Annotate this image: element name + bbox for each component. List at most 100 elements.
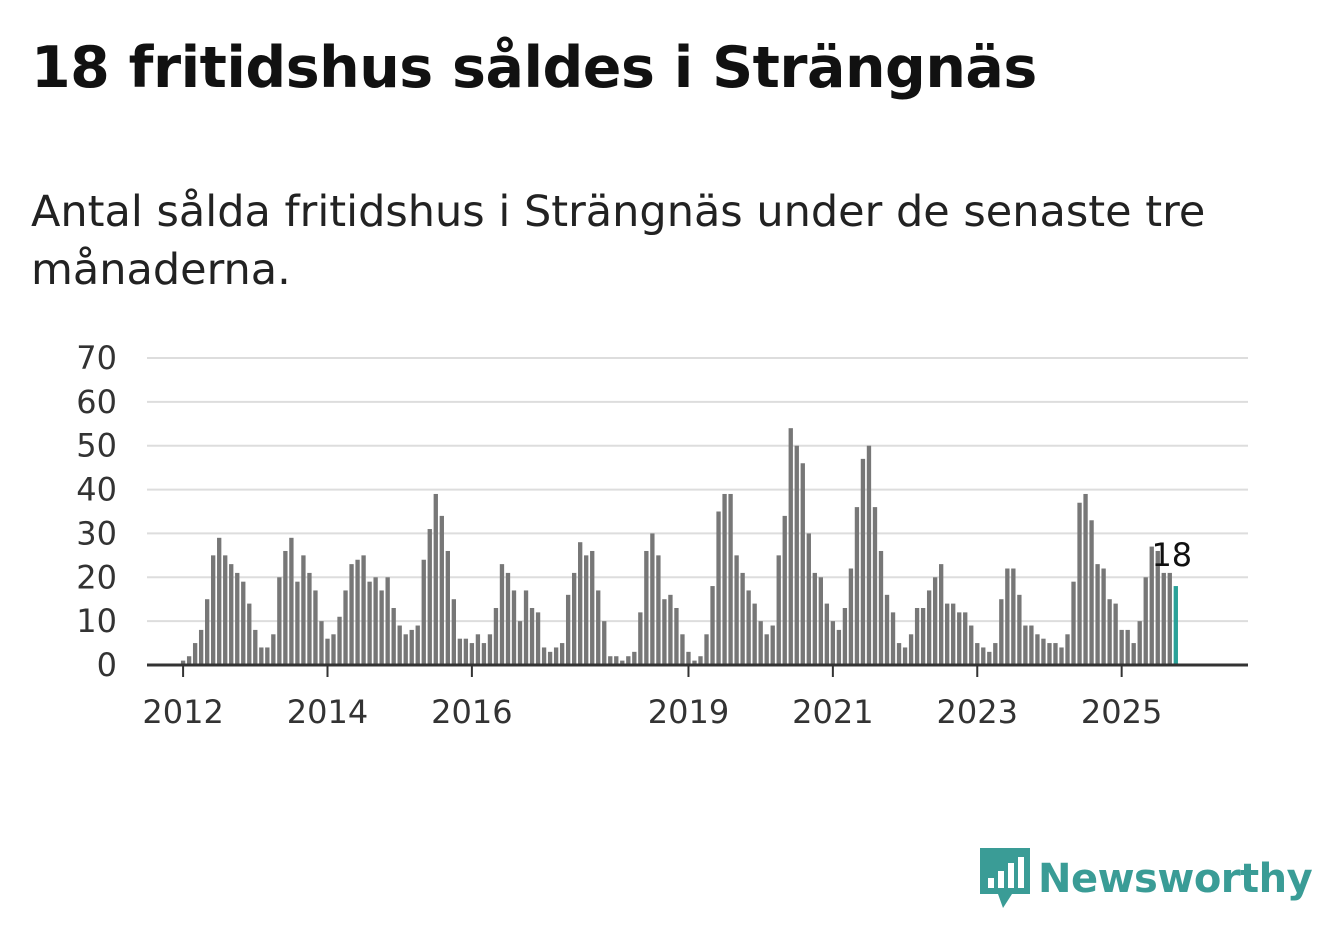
- bar: [614, 656, 619, 665]
- bar: [746, 590, 751, 665]
- bar: [722, 493, 727, 665]
- bar: [259, 647, 264, 665]
- bar: [590, 550, 595, 665]
- bar: [1011, 568, 1016, 665]
- bar: [192, 643, 198, 665]
- bar: [1047, 643, 1052, 665]
- bar: [638, 612, 643, 665]
- bar: [752, 603, 757, 665]
- bar: [650, 533, 655, 665]
- y-tick-label: 20: [76, 558, 117, 596]
- bar: [517, 621, 523, 665]
- bar: [1137, 621, 1142, 665]
- bar: [505, 572, 511, 665]
- bar: [788, 428, 793, 665]
- bar: [782, 515, 787, 665]
- bar: [818, 577, 823, 665]
- bar: [872, 507, 878, 665]
- y-tick-label: 50: [76, 427, 117, 465]
- bar: [969, 625, 974, 665]
- bar: [945, 603, 950, 665]
- bar: [578, 542, 583, 665]
- bar: [884, 594, 890, 665]
- bar: [674, 607, 679, 665]
- bar: [1077, 502, 1082, 665]
- bar: [1005, 568, 1010, 665]
- y-tick-label: 0: [97, 646, 117, 684]
- bar: [487, 634, 493, 665]
- bar: [451, 599, 456, 665]
- bar: [951, 603, 956, 665]
- bar: [385, 577, 390, 665]
- bar: [866, 445, 872, 665]
- bar: [692, 660, 697, 665]
- y-tick-label: 10: [76, 602, 117, 640]
- bar: [325, 638, 330, 665]
- bar: [764, 634, 769, 665]
- bar: [481, 643, 487, 665]
- bar: [211, 555, 216, 665]
- bar: [1161, 572, 1166, 665]
- bar: [932, 577, 938, 665]
- bar: [409, 629, 414, 665]
- bar: [301, 555, 306, 665]
- bar: [908, 634, 914, 665]
- x-tick-label: 2021: [792, 693, 873, 731]
- bar: [1131, 643, 1136, 665]
- bar: [1167, 572, 1172, 665]
- bar: [842, 607, 848, 665]
- bar: [289, 537, 294, 665]
- bar: [391, 607, 396, 665]
- x-tick-label: 2025: [1081, 693, 1162, 731]
- bar: [1035, 634, 1040, 665]
- bar: [457, 638, 463, 665]
- bar: [433, 493, 438, 665]
- bar: [523, 590, 529, 665]
- x-tick-label: 2019: [648, 693, 729, 731]
- highlight-bar: [1173, 586, 1178, 665]
- bar: [758, 621, 763, 665]
- bar: [445, 550, 450, 665]
- bar: [710, 586, 715, 665]
- last-value-label: 18: [1151, 536, 1192, 574]
- bar: [319, 621, 324, 665]
- bar: [355, 559, 360, 665]
- bar: [716, 511, 721, 665]
- bar: [854, 507, 860, 665]
- bar: [999, 599, 1004, 665]
- bar: [698, 656, 703, 665]
- bar: [553, 647, 559, 665]
- bar: [1071, 581, 1076, 665]
- bar: [920, 607, 926, 665]
- bar: [1059, 647, 1064, 665]
- bar: [806, 533, 811, 665]
- bar: [902, 647, 908, 665]
- bar: [680, 634, 685, 665]
- bar: [511, 590, 517, 665]
- bar: [939, 564, 944, 665]
- bar: [565, 594, 571, 665]
- bar: [987, 651, 992, 665]
- bar: [547, 651, 553, 665]
- bar: [379, 590, 384, 665]
- bar: [529, 607, 535, 665]
- bar: [584, 555, 589, 665]
- bar: [223, 555, 228, 665]
- bar: [1125, 629, 1130, 665]
- bar: [1155, 550, 1160, 665]
- bar: [1149, 546, 1154, 665]
- bar: [1065, 634, 1070, 665]
- bar: [1041, 638, 1046, 665]
- bar: [535, 612, 541, 665]
- bar: [241, 581, 246, 665]
- bar: [981, 647, 986, 665]
- bar: [626, 656, 631, 665]
- x-tick-label: 2012: [142, 693, 223, 731]
- bar: [217, 537, 222, 665]
- bar: [794, 445, 799, 665]
- x-tick-label: 2023: [937, 693, 1018, 731]
- bar: [740, 572, 745, 665]
- bar: [926, 590, 932, 665]
- gridlines: [147, 357, 1248, 623]
- bar: [957, 612, 962, 665]
